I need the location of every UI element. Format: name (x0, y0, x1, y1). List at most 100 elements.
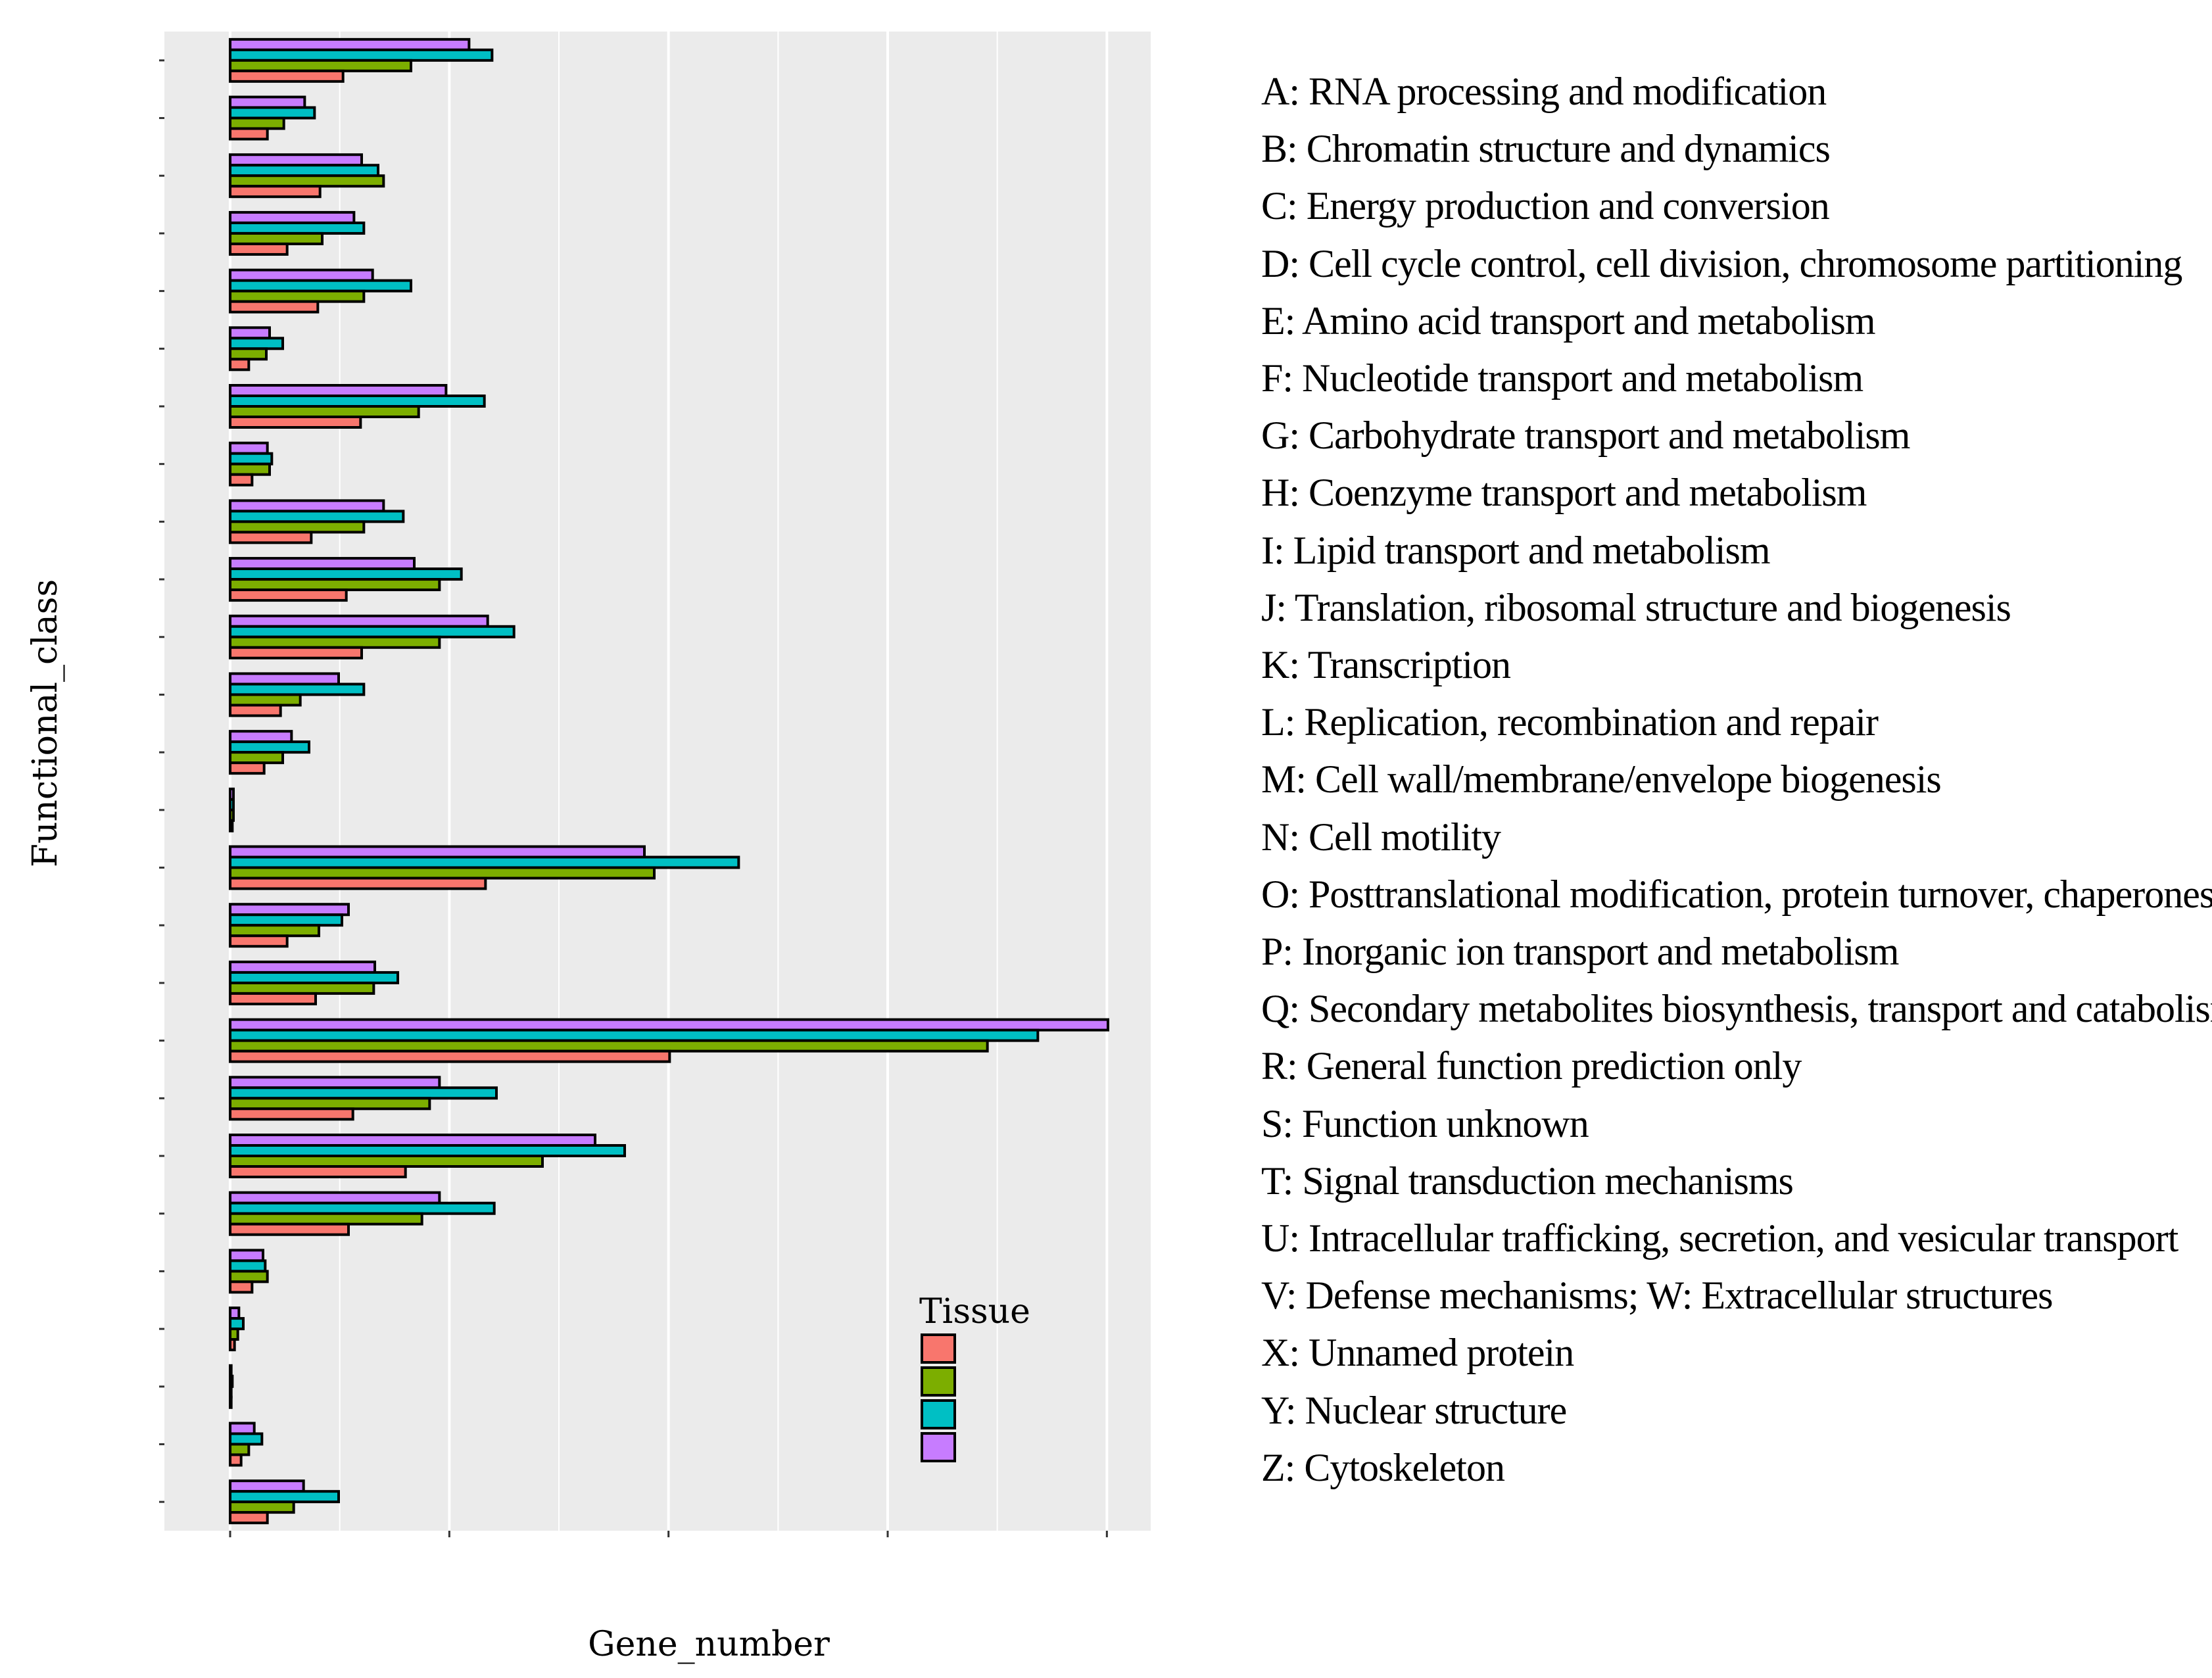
category-description: Y: Nuclear structure (1261, 1388, 1567, 1432)
bar-I-root (229, 520, 366, 534)
bar-K-stem (229, 614, 489, 628)
bar-W-root (229, 1328, 239, 1341)
y-axis-title: Functional_class (26, 579, 65, 867)
bar-I-male-cone (229, 510, 405, 523)
bar-I-stem (229, 499, 385, 513)
bar-W-leaf (229, 1338, 236, 1352)
bar-V-root (229, 1270, 269, 1283)
bar-T-male-cone (229, 1144, 626, 1157)
category-description: F: Nucleotide transport and metabolism (1261, 356, 1863, 400)
category-description: I: Lipid transport and metabolism (1261, 528, 1771, 572)
category-description: V: Defense mechanisms; W: Extracellular … (1261, 1274, 2053, 1318)
bar-N-stem (229, 787, 235, 801)
bar-Z-male-cone (229, 1490, 340, 1504)
category-description-list: A: RNA processing and modification B: Chr… (1261, 63, 2212, 1497)
category-description: K: Transcription (1261, 643, 1511, 687)
bar-A-leaf (229, 69, 345, 83)
bar-K-male-cone (229, 625, 516, 638)
bar-M-stem (229, 730, 293, 744)
bar-Q-leaf (229, 992, 317, 1005)
bar-J-root (229, 578, 441, 592)
bar-F-root (229, 347, 268, 361)
bar-Z-stem (229, 1479, 305, 1493)
bar-H-male-cone (229, 452, 274, 466)
bar-J-male-cone (229, 567, 463, 581)
category-description: B: Chromatin structure and dynamics (1261, 127, 1831, 171)
bar-J-stem (229, 557, 416, 571)
category-description: R: General function prediction only (1261, 1044, 1802, 1088)
bar-S-root (229, 1097, 431, 1111)
bar-B-male-cone (229, 106, 316, 120)
bar-U-leaf (229, 1222, 350, 1236)
bar-M-male-cone (229, 740, 310, 754)
legend-key-root (921, 1366, 956, 1397)
bar-X-leaf (229, 1395, 233, 1409)
bar-E-stem (229, 268, 374, 282)
legend: Tissue (919, 1292, 1030, 1462)
bar-J-leaf (229, 588, 348, 602)
bar-E-male-cone (229, 279, 412, 293)
category-description: Q: Secondary metabolites biosynthesis, t… (1261, 987, 2212, 1031)
bar-N-male-cone (229, 798, 235, 811)
bar-Q-root (229, 981, 375, 995)
bar-L-leaf (229, 704, 282, 717)
bar-H-root (229, 462, 271, 476)
legend-entries (921, 1333, 956, 1462)
bar-E-leaf (229, 300, 320, 314)
bar-V-male-cone (229, 1259, 267, 1273)
bar-P-leaf (229, 934, 289, 948)
bar-T-root (229, 1155, 544, 1168)
category-description: D: Cell cycle control, cell division, ch… (1261, 241, 2182, 285)
legend-key-leaf (921, 1333, 956, 1364)
bar-K-root (229, 635, 441, 649)
bar-A-male-cone (229, 48, 494, 62)
bar-V-stem (229, 1249, 264, 1262)
bar-F-leaf (229, 358, 251, 372)
bar-I-leaf (229, 531, 313, 544)
legend-title: Tissue (919, 1292, 1030, 1331)
category-description: G: Carbohydrate transport and metabolism (1261, 414, 1910, 458)
bar-L-root (229, 693, 302, 707)
bar-C-stem (229, 153, 363, 167)
bar-X-root (229, 1385, 233, 1399)
bar-H-leaf (229, 473, 254, 487)
bar-W-stem (229, 1306, 241, 1320)
bar-M-root (229, 751, 284, 765)
category-description: S: Function unknown (1261, 1101, 1589, 1145)
bar-D-male-cone (229, 221, 366, 235)
bar-U-root (229, 1212, 423, 1226)
bar-D-root (229, 231, 324, 245)
bar-X-stem (229, 1364, 233, 1378)
bar-R-stem (229, 1018, 1109, 1032)
bar-U-male-cone (229, 1201, 496, 1215)
bar-S-male-cone (229, 1086, 498, 1100)
bar-D-stem (229, 210, 356, 224)
bar-L-stem (229, 672, 340, 686)
category-description: C: Energy production and conversion (1261, 184, 1830, 228)
bar-G-leaf (229, 416, 362, 429)
bar-R-male-cone (229, 1028, 1040, 1042)
bar-G-stem (229, 384, 448, 397)
bar-M-leaf (229, 761, 266, 775)
category-description: O: Posttranslational modification, prote… (1261, 872, 2212, 916)
bar-P-stem (229, 903, 350, 917)
bar-B-leaf (229, 127, 269, 141)
category-description: T: Signal transduction mechanisms (1261, 1159, 1794, 1203)
bar-Z-leaf (229, 1511, 269, 1525)
bar-G-male-cone (229, 395, 486, 408)
bar-F-stem (229, 326, 271, 340)
bar-U-stem (229, 1191, 441, 1205)
bar-C-leaf (229, 185, 322, 199)
bar-W-male-cone (229, 1317, 245, 1331)
bar-O-male-cone (229, 855, 740, 869)
bar-Q-male-cone (229, 971, 399, 984)
category-description: P: Inorganic ion transport and metabolis… (1261, 930, 1899, 974)
bar-R-leaf (229, 1049, 671, 1063)
bar-V-leaf (229, 1280, 254, 1294)
bar-Q-stem (229, 960, 376, 974)
bar-B-stem (229, 95, 306, 109)
bar-S-stem (229, 1076, 441, 1090)
bar-O-stem (229, 845, 646, 859)
bar-K-leaf (229, 646, 363, 659)
bar-S-leaf (229, 1107, 354, 1121)
